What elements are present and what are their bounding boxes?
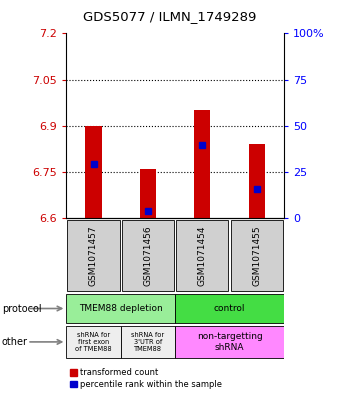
Bar: [67, 220, 120, 291]
Text: GSM1071454: GSM1071454: [198, 225, 207, 286]
Text: GSM1071455: GSM1071455: [252, 225, 261, 286]
Text: shRNA for
first exon
of TMEM88: shRNA for first exon of TMEM88: [75, 332, 112, 352]
Text: other: other: [2, 337, 28, 347]
Bar: [66, 326, 121, 358]
Bar: [122, 220, 174, 291]
Text: TMEM88 depletion: TMEM88 depletion: [79, 304, 163, 313]
Bar: [249, 144, 265, 218]
Text: GDS5077 / ILMN_1749289: GDS5077 / ILMN_1749289: [83, 10, 257, 23]
Bar: [176, 220, 228, 291]
Text: control: control: [214, 304, 245, 313]
Text: non-targetting
shRNA: non-targetting shRNA: [197, 332, 262, 352]
Bar: [231, 220, 283, 291]
Bar: [175, 294, 284, 323]
Text: shRNA for
3'UTR of
TMEM88: shRNA for 3'UTR of TMEM88: [131, 332, 165, 352]
Bar: [194, 110, 210, 218]
Bar: [140, 169, 156, 218]
Text: GSM1071456: GSM1071456: [143, 225, 152, 286]
Bar: [121, 326, 175, 358]
Text: GSM1071457: GSM1071457: [89, 225, 98, 286]
Bar: [66, 294, 175, 323]
Legend: transformed count, percentile rank within the sample: transformed count, percentile rank withi…: [70, 368, 222, 389]
Bar: [85, 126, 102, 218]
Text: protocol: protocol: [2, 303, 41, 314]
Bar: [175, 326, 284, 358]
